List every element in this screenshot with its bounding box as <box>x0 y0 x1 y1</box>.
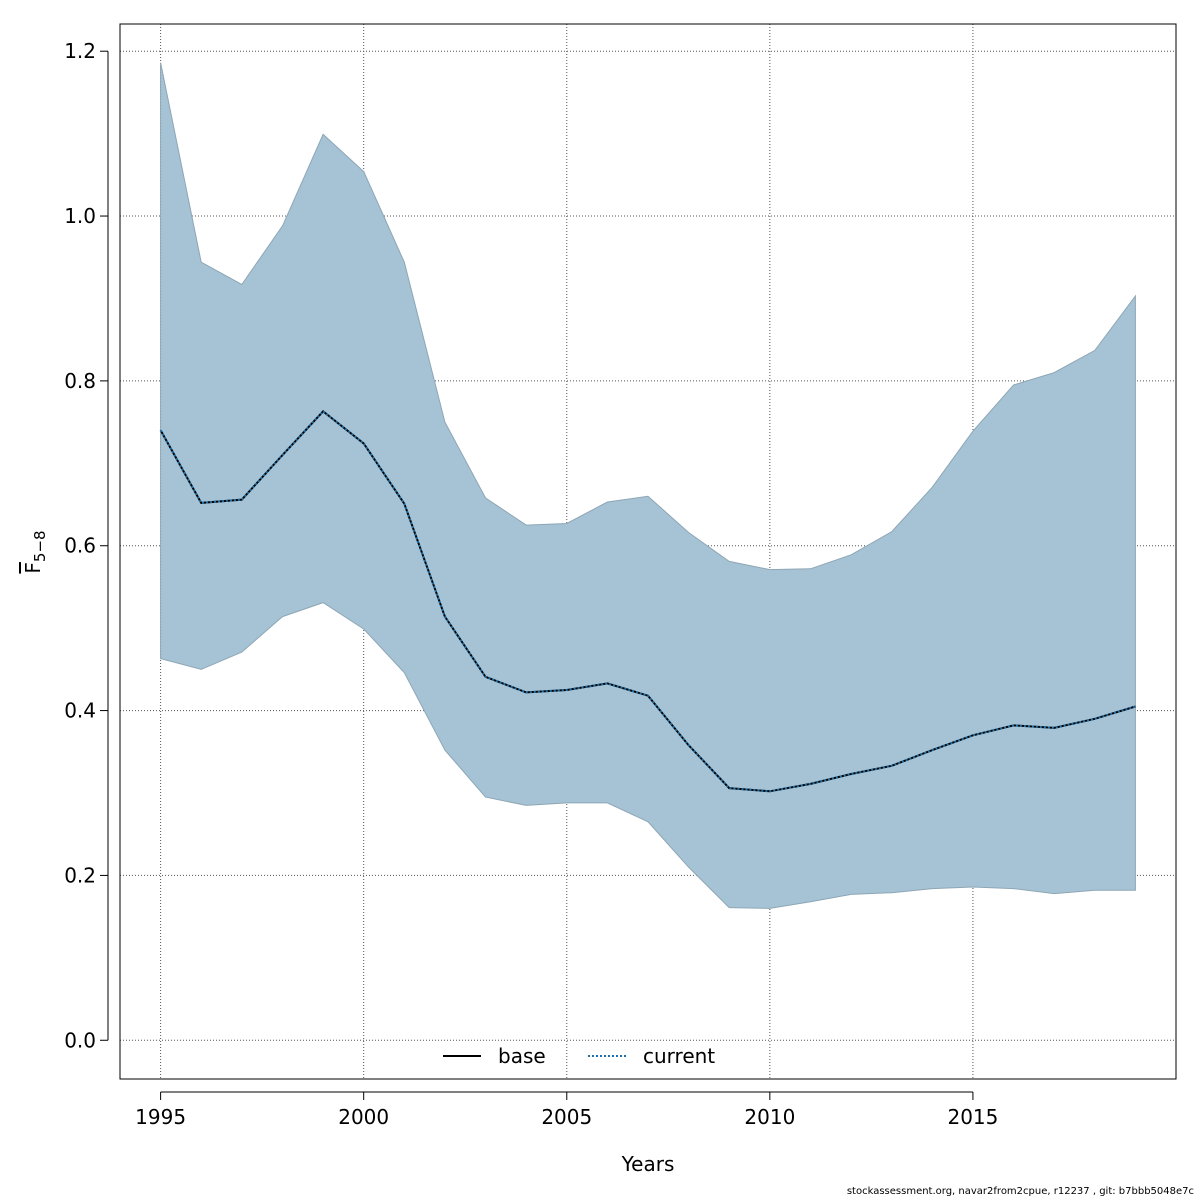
x-tick-label: 2005 <box>541 1105 592 1129</box>
confidence-band <box>160 62 1136 909</box>
x-axis-title: Years <box>621 1152 675 1176</box>
y-tick-label: 1.2 <box>64 39 96 63</box>
x-tick-label: 2015 <box>947 1105 998 1129</box>
series-line-current <box>159 410 1136 793</box>
x-tick-label: 2010 <box>744 1105 795 1129</box>
x-tick-label: 2000 <box>338 1105 389 1129</box>
y-tick-label: 0.2 <box>64 863 96 887</box>
plot-frame <box>119 23 1177 1080</box>
y-axis-title-text: F5−8 <box>21 530 49 573</box>
legend-label-base: base <box>498 1044 546 1068</box>
legend: base current <box>443 1044 715 1068</box>
y-axis: 0.0 0.2 0.4 0.6 0.8 1.0 1.2 <box>64 39 109 1052</box>
y-tick-label: 0.4 <box>64 699 96 723</box>
y-axis-title-subscript: 5−8 <box>31 530 49 562</box>
y-tick-label: 0.8 <box>64 369 96 393</box>
y-tick-label: 0.6 <box>64 534 96 558</box>
series-lines <box>159 410 1136 793</box>
footer-credit: stockassessment.org, navar2from2cpue, r1… <box>846 1186 1194 1197</box>
x-tick-label: 1995 <box>135 1105 186 1129</box>
legend-label-current: current <box>643 1044 715 1068</box>
y-axis-title-main: F <box>21 562 45 574</box>
y-tick-label: 1.0 <box>64 204 96 228</box>
y-tick-label: 0.0 <box>64 1028 96 1052</box>
y-axis-title: F5−8 <box>21 530 49 573</box>
x-axis: 1995 2000 2005 2010 2015 <box>135 1091 998 1129</box>
